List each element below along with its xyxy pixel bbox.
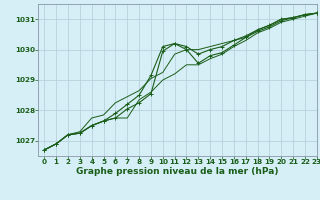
X-axis label: Graphe pression niveau de la mer (hPa): Graphe pression niveau de la mer (hPa) [76, 167, 279, 176]
